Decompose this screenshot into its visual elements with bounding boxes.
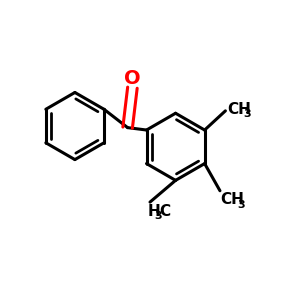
Text: O: O [124,69,141,88]
Text: 3: 3 [244,110,251,119]
Text: 3: 3 [237,200,245,210]
Text: CH: CH [227,102,251,117]
Text: CH: CH [220,192,244,207]
Text: 3: 3 [154,211,161,221]
Text: C: C [160,203,171,218]
Text: H: H [147,203,160,218]
